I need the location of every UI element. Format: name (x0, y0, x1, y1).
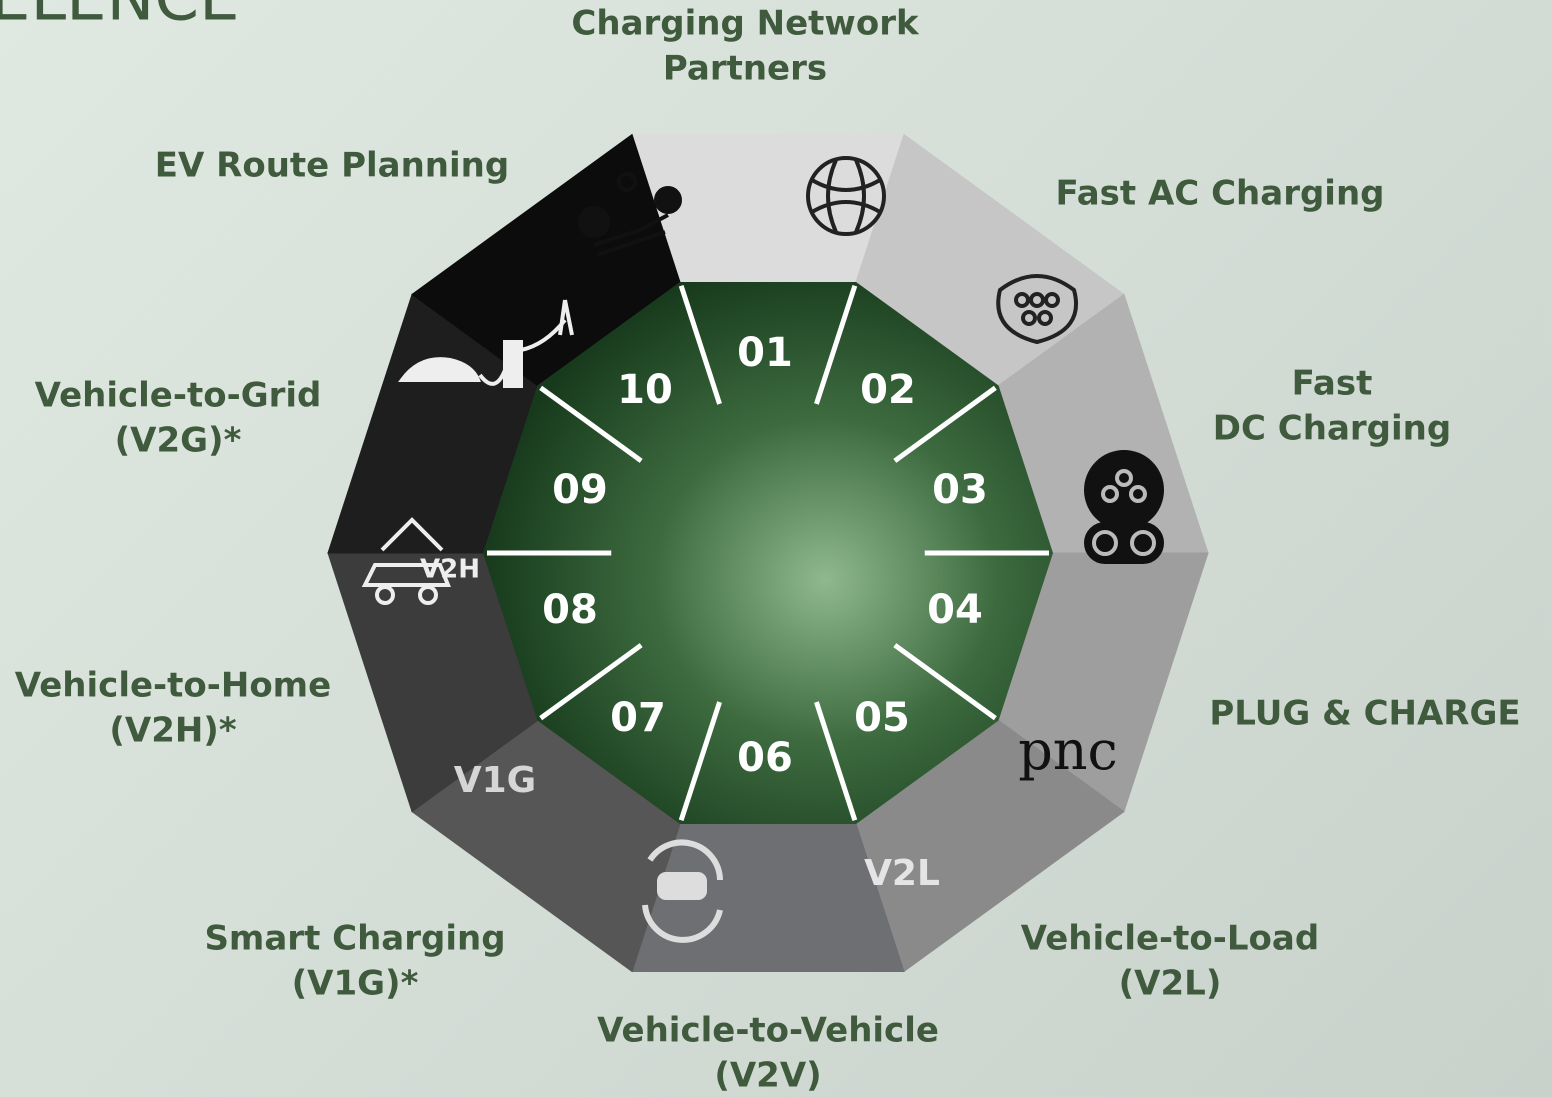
divider (678, 284, 722, 405)
segment-title: (V2L) (1119, 964, 1222, 1004)
segment-title: Charging Network (571, 4, 920, 44)
segment-title: (V2V) (714, 1056, 821, 1096)
segment-title: PLUG & CHARGE (1209, 694, 1520, 734)
segment-number: 08 (542, 587, 598, 633)
v1g-icon-label: V1G (454, 760, 536, 801)
divider (539, 385, 643, 463)
v2g-icon (398, 299, 574, 388)
segment-number: 03 (932, 467, 988, 513)
divider (539, 643, 643, 721)
inner-decagon (483, 281, 1053, 825)
v2h-icon (361, 517, 451, 605)
ac-plug-icon (996, 274, 1079, 345)
segment-title: EV Route Planning (155, 146, 509, 186)
segment-number: 05 (854, 695, 910, 741)
segment-title: Fast (1292, 364, 1373, 404)
segment-number: 04 (927, 587, 983, 633)
segment-title: (V1G)* (292, 964, 419, 1004)
segment-title: (V2G)* (115, 421, 242, 461)
divider (893, 643, 997, 721)
segment-number: 01 (737, 330, 793, 376)
logo-fragment: ELENCE (0, 0, 240, 36)
segment-title: Vehicle-to-Home (15, 666, 331, 706)
segment-title: Smart Charging (204, 919, 505, 959)
v2l-icon-label: V2L (864, 853, 940, 894)
segment-number: 07 (610, 695, 666, 741)
divider (814, 284, 858, 405)
v2v-icon (642, 839, 723, 943)
segment-title: (V2H)* (109, 711, 237, 751)
v2h-icon-label: V2H (420, 555, 480, 585)
segment-title: Vehicle-to-Load (1021, 919, 1319, 959)
wheel (327, 133, 1209, 973)
segment-number: 02 (860, 367, 916, 413)
segment-title: Partners (663, 49, 827, 89)
segment-title: Vehicle-to-Vehicle (597, 1011, 939, 1051)
segment-number: 06 (737, 735, 793, 781)
segment-title: DC Charging (1213, 409, 1451, 449)
segment-number: 10 (617, 367, 673, 413)
segment-number: 09 (552, 467, 608, 513)
route-icon (578, 172, 682, 257)
divider (678, 701, 722, 822)
divider (893, 385, 997, 463)
segment-title: Fast AC Charging (1055, 174, 1384, 214)
network-icon (806, 156, 886, 236)
divider (814, 701, 858, 822)
segment-title: Vehicle-to-Grid (35, 376, 322, 416)
icons (361, 156, 1164, 943)
dc-plug-icon (1084, 450, 1164, 564)
pnc-icon-label: pnc (1018, 719, 1118, 782)
